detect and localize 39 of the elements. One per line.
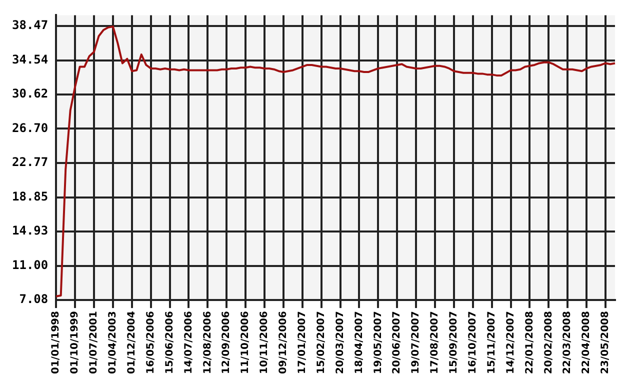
x-tick-label: 15/02/2007 <box>316 310 327 374</box>
x-tick-label: 20/02/2008 <box>543 310 554 374</box>
x-tick-label: 01/04/2003 <box>108 310 119 374</box>
x-tick-label: 01/07/2001 <box>88 310 100 374</box>
x-tick-label: 22/01/2008 <box>524 310 536 374</box>
x-tick-label: 15/09/2007 <box>448 310 460 374</box>
x-tick-label: 14/12/2007 <box>505 310 516 374</box>
x-tick-label: 09/12/2006 <box>278 310 290 374</box>
y-tick-label: 38.47 <box>12 18 48 32</box>
y-tick-label: 26.70 <box>12 120 48 135</box>
x-tick-label: 17/01/2007 <box>297 310 308 374</box>
y-tick-label: 18.85 <box>12 189 48 204</box>
x-tick-label: 23/05/2008 <box>600 310 612 374</box>
y-tick-label: 7.08 <box>19 292 48 306</box>
x-tick-label: 20/06/2007 <box>392 310 403 374</box>
x-tick-label: 01/10/1999 <box>70 310 81 374</box>
x-tick-label: 16/10/2007 <box>468 310 479 374</box>
x-tick-label: 19/07/2007 <box>410 310 422 374</box>
x-tick-label: 14/07/2006 <box>183 310 194 374</box>
x-tick-label: 11/10/2006 <box>240 310 252 374</box>
x-tick-label: 22/04/2008 <box>581 310 592 374</box>
y-tick-label: 11.00 <box>12 258 48 272</box>
x-tick-label: 17/08/2007 <box>430 310 441 374</box>
x-tick-label: 15/11/2007 <box>486 310 498 374</box>
x-tick-label: 18/04/2007 <box>354 310 365 374</box>
y-tick-label: 34.54 <box>12 52 48 66</box>
x-tick-label: 22/03/2008 <box>562 310 574 374</box>
x-tick-label: 20/03/2007 <box>334 310 346 374</box>
y-tick-label: 14.93 <box>12 224 48 238</box>
x-tick-label: 10/11/2006 <box>259 310 270 374</box>
x-tick-label: 12/08/2006 <box>202 310 214 374</box>
x-tick-label: 01/01/1998 <box>50 310 62 374</box>
x-tick-label: 01/12/2004 <box>126 310 138 374</box>
x-tick-label: 19/05/2007 <box>372 310 384 374</box>
x-tick-label: 16/05/2006 <box>145 310 156 374</box>
x-tick-label: 12/09/2006 <box>221 310 232 374</box>
y-tick-label: 30.62 <box>12 86 48 101</box>
x-tick-label: 15/06/2006 <box>164 310 176 374</box>
y-tick-label: 22.77 <box>12 155 48 170</box>
